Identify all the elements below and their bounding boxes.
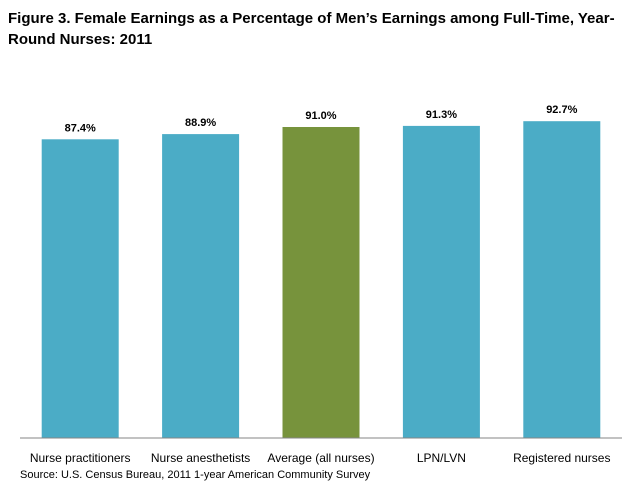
value-label-average-all-nurses: 91.0% [305, 110, 336, 122]
value-labels-group: 87.4% 88.9% 91.0% 91.3% 92.7% [65, 104, 578, 134]
bar-registered-nurses [523, 121, 601, 438]
category-label-registered-nurses: Registered nurses [513, 451, 610, 465]
bar-nurse-anesthetists [162, 134, 240, 438]
chart-title: Figure 3. Female Earnings as a Percentag… [8, 10, 615, 48]
category-label-average-all-nurses: Average (all nurses) [267, 451, 374, 465]
value-label-nurse-practitioners: 87.4% [65, 122, 96, 134]
value-label-registered-nurses: 92.7% [546, 104, 577, 116]
category-label-nurse-practitioners: Nurse practitioners [30, 451, 131, 465]
category-labels-group: Nurse practitioners Nurse anesthetists Ave… [30, 451, 611, 465]
source-note: Source: U.S. Census Bureau, 2011 1-year … [20, 469, 371, 481]
bar-average-all-nurses [282, 127, 360, 438]
value-label-lpn-lvn: 91.3% [426, 109, 457, 121]
category-label-lpn-lvn: LPN/LVN [417, 451, 466, 465]
bar-nurse-practitioners [41, 139, 119, 439]
value-label-nurse-anesthetists: 88.9% [185, 117, 216, 129]
bars-group [41, 121, 601, 439]
bar-lpn-lvn [402, 125, 480, 439]
category-label-nurse-anesthetists: Nurse anesthetists [151, 451, 250, 465]
